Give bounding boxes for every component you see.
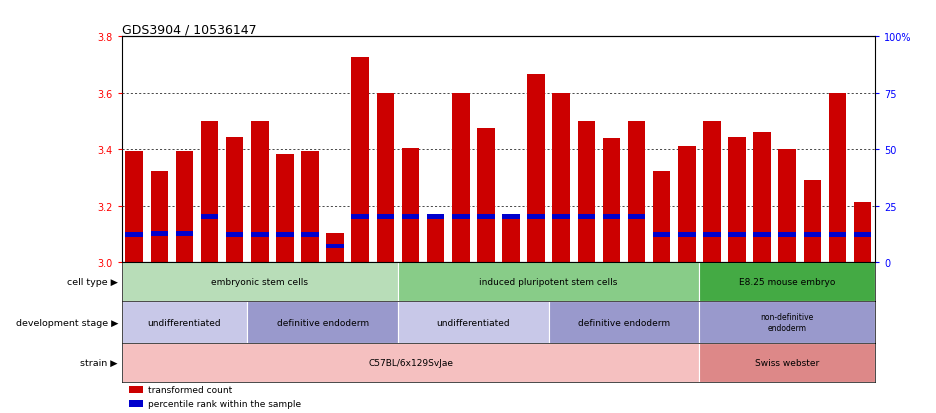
Bar — [151, 171, 168, 263]
Bar — [352, 214, 369, 219]
Bar — [402, 149, 419, 263]
Text: development stage ▶: development stage ▶ — [16, 318, 118, 327]
Text: definitive endoderm: definitive endoderm — [578, 318, 670, 327]
Bar — [703, 122, 721, 263]
Bar — [699, 263, 875, 301]
Bar — [804, 181, 821, 263]
Bar — [603, 214, 621, 219]
Bar — [699, 301, 875, 343]
Bar — [247, 301, 398, 343]
Text: embryonic stem cells: embryonic stem cells — [212, 278, 308, 287]
Bar — [276, 233, 294, 237]
Bar — [552, 94, 570, 263]
Text: strain ▶: strain ▶ — [80, 358, 118, 367]
Bar — [503, 214, 519, 219]
Text: undifferentiated: undifferentiated — [436, 318, 510, 327]
Bar — [779, 233, 796, 237]
Bar — [804, 233, 821, 237]
Bar — [628, 122, 645, 263]
Text: GDS3904 / 10536147: GDS3904 / 10536147 — [122, 23, 256, 36]
Bar — [376, 94, 394, 263]
Text: induced pluripotent stem cells: induced pluripotent stem cells — [479, 278, 618, 287]
Bar — [129, 386, 143, 393]
Bar — [251, 122, 269, 263]
Bar — [452, 214, 470, 219]
Bar — [122, 343, 699, 382]
Bar — [452, 94, 470, 263]
Bar — [678, 233, 695, 237]
Bar — [828, 94, 846, 263]
Text: non-definitive
endoderm: non-definitive endoderm — [761, 313, 814, 332]
Bar — [352, 58, 369, 263]
Text: definitive endoderm: definitive endoderm — [276, 318, 369, 327]
Bar — [527, 214, 545, 219]
Text: percentile rank within the sample: percentile rank within the sample — [148, 399, 301, 408]
Bar — [125, 151, 143, 263]
Bar — [703, 233, 721, 237]
Bar — [753, 233, 771, 237]
Text: E8.25 mouse embryo: E8.25 mouse embryo — [739, 278, 836, 287]
Bar — [699, 343, 875, 382]
Bar — [728, 137, 746, 263]
Bar — [122, 263, 398, 301]
Bar — [201, 214, 218, 219]
Bar — [176, 151, 193, 263]
Bar — [548, 301, 699, 343]
Bar — [176, 231, 193, 236]
Bar — [653, 171, 670, 263]
Bar — [129, 400, 143, 407]
Bar — [301, 151, 319, 263]
Bar — [398, 263, 699, 301]
Bar — [653, 233, 670, 237]
Bar — [828, 233, 846, 237]
Bar — [578, 122, 595, 263]
Bar — [402, 214, 419, 219]
Bar — [527, 75, 545, 263]
Text: undifferentiated: undifferentiated — [148, 318, 221, 327]
Bar — [151, 231, 168, 236]
Bar — [779, 150, 796, 263]
Bar — [327, 233, 344, 263]
Bar — [427, 219, 445, 263]
Bar — [854, 233, 871, 237]
Bar — [477, 129, 494, 263]
Bar — [603, 139, 621, 263]
Bar — [125, 233, 143, 237]
Bar — [578, 214, 595, 219]
Bar — [678, 147, 695, 263]
Bar — [201, 122, 218, 263]
Bar — [327, 244, 344, 249]
Bar — [398, 301, 548, 343]
Text: transformed count: transformed count — [148, 385, 232, 394]
Bar — [854, 202, 871, 263]
Bar — [552, 214, 570, 219]
Bar — [122, 301, 247, 343]
Bar — [503, 219, 519, 263]
Bar — [251, 233, 269, 237]
Bar — [753, 133, 771, 263]
Text: C57BL/6x129SvJae: C57BL/6x129SvJae — [368, 358, 453, 367]
Bar — [276, 154, 294, 263]
Text: Swiss webster: Swiss webster — [755, 358, 819, 367]
Text: cell type ▶: cell type ▶ — [67, 278, 118, 287]
Bar — [628, 214, 645, 219]
Bar — [226, 233, 243, 237]
Bar — [301, 233, 319, 237]
Bar — [376, 214, 394, 219]
Bar — [427, 214, 445, 219]
Bar — [226, 137, 243, 263]
Bar — [477, 214, 494, 219]
Bar — [728, 233, 746, 237]
